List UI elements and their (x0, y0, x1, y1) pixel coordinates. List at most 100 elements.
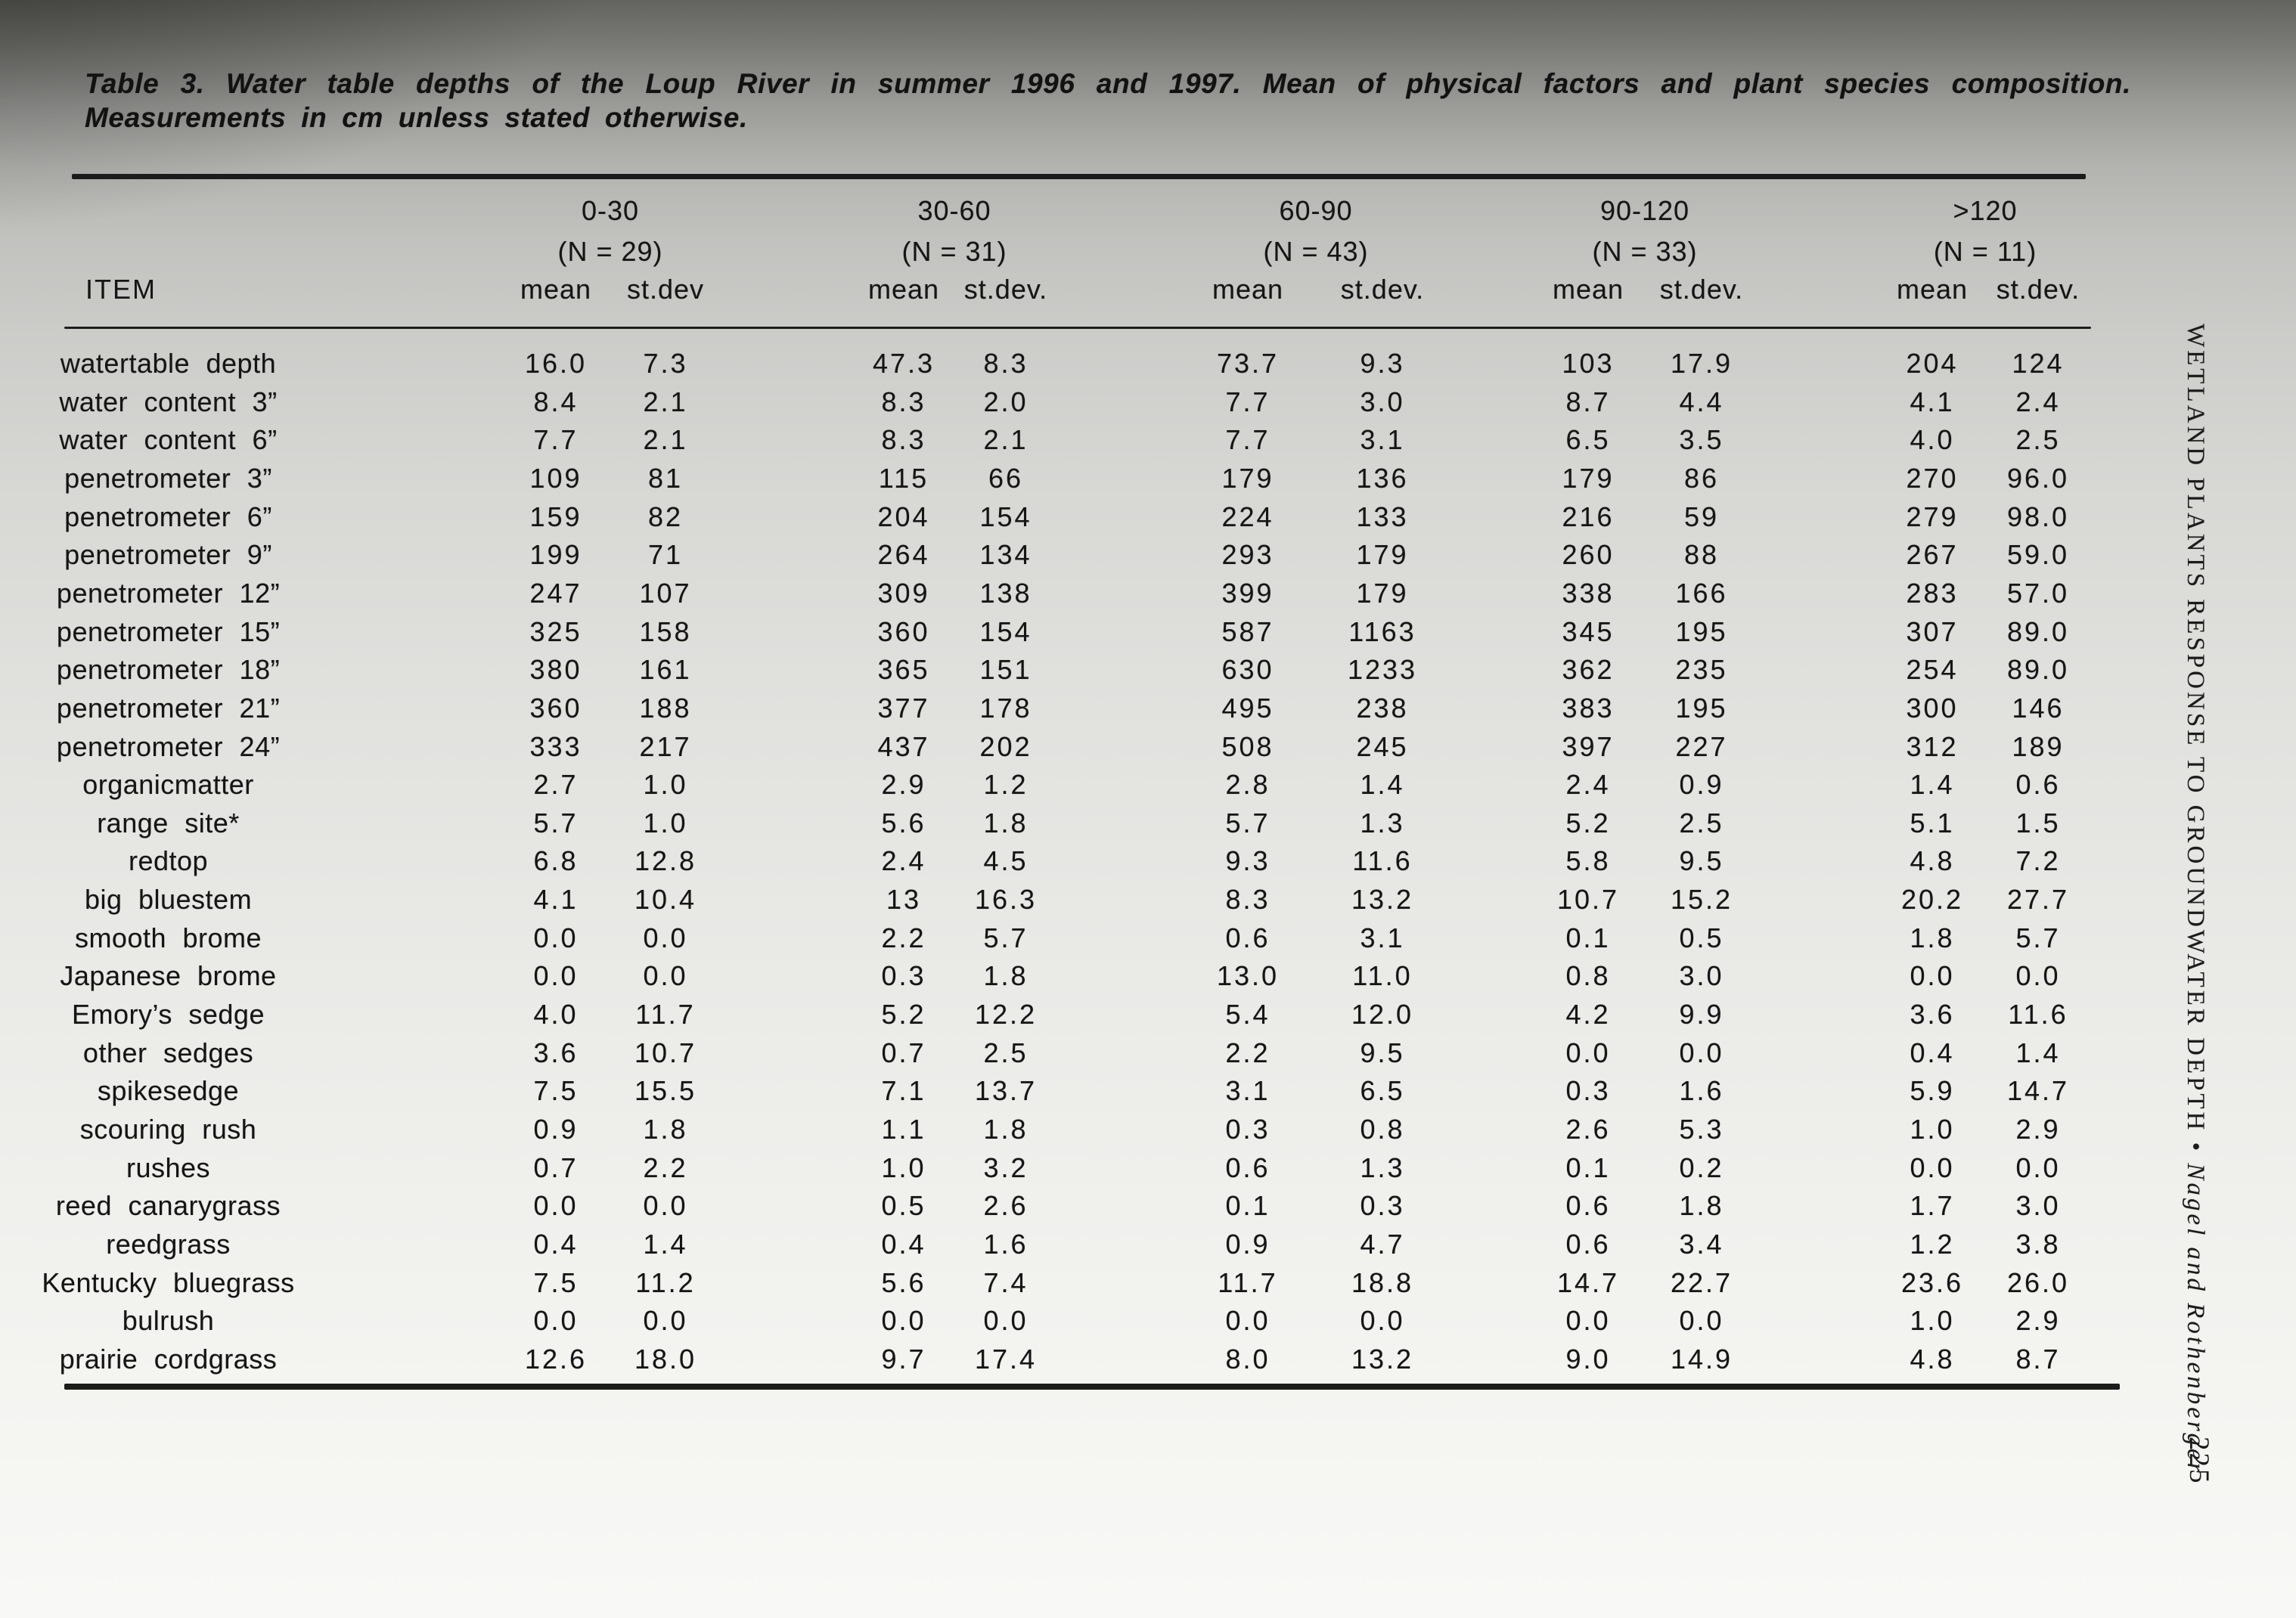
cell-value: 5.3 (1679, 1114, 1724, 1145)
column-mean-label: mean (520, 274, 592, 305)
cell-value: 267 (1906, 539, 1959, 571)
cell-value: 8.3 (881, 386, 926, 417)
cell-value: 3.0 (1679, 960, 1724, 992)
cell-value: 309 (877, 577, 930, 609)
cell-value: 217 (639, 730, 692, 762)
cell-value: 204 (877, 501, 930, 532)
cell-value: 26.0 (2006, 1266, 2070, 1298)
cell-value: 5.4 (1225, 999, 1271, 1031)
cell-value: 178 (979, 692, 1032, 724)
cell-value: 179 (1562, 462, 1615, 494)
cell-value: 159 (529, 501, 582, 532)
cell-value: 495 (1221, 692, 1274, 724)
cell-value: 1.3 (1360, 807, 1405, 838)
cell-value: 2.5 (983, 1037, 1029, 1068)
cell-value: 283 (1906, 577, 1959, 609)
table-caption-line2: Measurements in cm unless stated otherwi… (85, 102, 748, 133)
cell-value: 189 (2012, 730, 2065, 762)
cell-value: 8.7 (2015, 1343, 2061, 1375)
cell-value: 0.0 (643, 960, 688, 992)
column-group-range: 90-120 (1599, 195, 1690, 226)
cell-value: 7.5 (533, 1266, 579, 1298)
column-stdev-label: st.dev. (1340, 274, 1425, 305)
spine-bullet-separator: • (2182, 1142, 2209, 1155)
cell-value: 204 (1906, 348, 1959, 379)
cell-value: 7.3 (643, 348, 688, 379)
cell-value: 8.3 (881, 424, 926, 456)
cell-value: 136 (1356, 462, 1409, 494)
cell-value: 1.7 (1910, 1190, 1955, 1222)
cell-value: 4.8 (1910, 845, 1955, 877)
cell-value: 0.5 (1679, 922, 1724, 953)
cell-value: 508 (1221, 730, 1274, 762)
cell-value: 2.1 (643, 424, 688, 456)
table-row: Kentucky bluegrass 7.5 11.2 5.6 7.4 11.7 18.8 1… (0, 1263, 2296, 1302)
cell-value: 57.0 (2006, 577, 2070, 609)
row-item-label: spikesedge (97, 1075, 240, 1107)
cell-value: 179 (1221, 462, 1274, 494)
cell-value: 103 (1562, 348, 1615, 379)
cell-value: 8.7 (1565, 386, 1611, 417)
row-item-label: scouring rush (79, 1114, 257, 1145)
table-row: other sedges 3.6 10.7 0.7 2.5 2.2 9.5 0.0 0.0 0.4… (0, 1034, 2296, 1072)
cell-value: 0.4 (533, 1228, 579, 1260)
cell-value: 1.8 (1679, 1190, 1724, 1222)
cell-value: 88 (1683, 539, 1720, 571)
cell-value: 1.8 (983, 960, 1029, 992)
cell-value: 59.0 (2006, 539, 2070, 571)
cell-value: 13.2 (1351, 1343, 1414, 1375)
row-item-label: penetrometer 15” (56, 615, 281, 647)
cell-value: 300 (1906, 692, 1959, 724)
cell-value: 16.3 (974, 884, 1038, 916)
cell-value: 4.1 (1910, 386, 1955, 417)
row-item-label: rushes (126, 1152, 211, 1183)
cell-value: 16.0 (524, 348, 588, 379)
table-row: reedgrass 0.4 1.4 0.4 1.6 0.9 4.7 0.6 3.4 1.2 3.8 (0, 1225, 2296, 1263)
cell-value: 0.6 (1225, 1152, 1271, 1183)
cell-value: 8.3 (983, 348, 1029, 379)
cell-value: 0.8 (1360, 1114, 1405, 1145)
cell-value: 20.2 (1900, 884, 1964, 916)
cell-value: 293 (1221, 539, 1274, 571)
cell-value: 0.3 (1360, 1190, 1405, 1222)
table-row: redtop 6.8 12.8 2.4 4.5 9.3 11.6 5.8 9.5 4.8 7.2 (0, 842, 2296, 880)
cell-value: 199 (529, 539, 582, 571)
cell-value: 2.9 (2015, 1114, 2061, 1145)
cell-value: 107 (639, 577, 692, 609)
cell-value: 5.6 (881, 1266, 926, 1298)
cell-value: 0.0 (1360, 1305, 1405, 1337)
cell-value: 5.8 (1565, 845, 1611, 877)
cell-value: 279 (1906, 501, 1959, 532)
row-item-label: penetrometer 18” (56, 654, 281, 686)
cell-value: 2.4 (2015, 386, 2061, 417)
cell-value: 115 (878, 462, 929, 494)
cell-value: 380 (529, 654, 582, 686)
cell-value: 0.0 (2015, 1152, 2061, 1183)
cell-value: 1.8 (643, 1114, 688, 1145)
row-item-label: Kentucky bluegrass (42, 1266, 295, 1298)
cell-value: 7.5 (533, 1075, 579, 1107)
cell-value: 0.3 (1225, 1114, 1271, 1145)
cell-value: 154 (979, 501, 1032, 532)
cell-value: 0.6 (2015, 769, 2061, 801)
table-row: Japanese brome 0.0 0.0 0.3 1.8 13.0 11.0 0.8 3.0… (0, 956, 2296, 995)
row-item-label: watertable depth (60, 348, 277, 379)
cell-value: 0.0 (881, 1305, 926, 1337)
column-group-n: (N = 31) (901, 236, 1007, 267)
cell-value: 12.6 (524, 1343, 588, 1375)
column-group-n: (N = 29) (557, 236, 663, 267)
cell-value: 17.4 (974, 1343, 1038, 1375)
cell-value: 5.9 (1910, 1075, 1955, 1107)
cell-value: 0.0 (1679, 1037, 1724, 1068)
cell-value: 3.0 (1360, 386, 1405, 417)
cell-value: 0.0 (1565, 1037, 1611, 1068)
cell-value: 397 (1562, 730, 1615, 762)
cell-value: 2.8 (1225, 769, 1271, 801)
cell-value: 14.7 (1556, 1266, 1620, 1298)
table-row: penetrometer 6” 159 82 204 154 224 133 216 59 279… (0, 497, 2296, 536)
cell-value: 2.7 (533, 769, 579, 801)
table-row: penetrometer 3” 109 81 115 66 179 136 179 86 270 9… (0, 459, 2296, 497)
row-item-label: reed canarygrass (55, 1190, 281, 1222)
table-row: penetrometer 9” 199 71 264 134 293 179 260 88 267… (0, 535, 2296, 574)
column-group-range: 60-90 (1279, 195, 1353, 226)
